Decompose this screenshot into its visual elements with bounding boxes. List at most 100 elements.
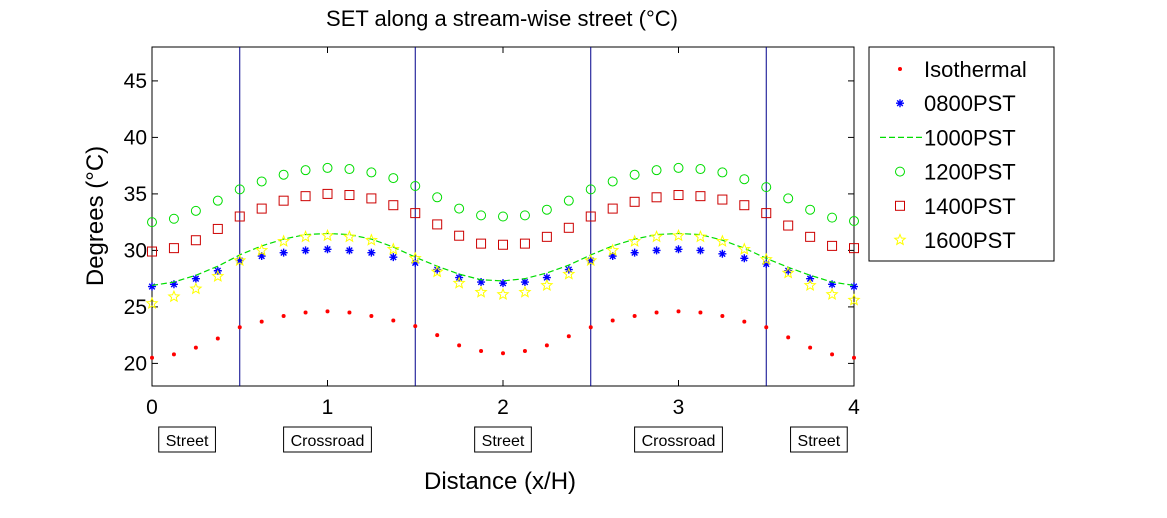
point-5-25 [693,229,707,243]
point-0-22 [632,313,637,318]
region-label-3: Crossroad [634,426,723,453]
point-5-11 [386,242,400,255]
point-0-29 [786,335,791,340]
x-tick-label-1: 1 [322,396,334,419]
point-5-3 [211,269,225,282]
series-4 [147,188,859,257]
region-labels: Street Crossroad Street Crossroad Street [158,426,848,453]
point-4-24 [673,190,684,201]
point-5-1 [167,289,181,303]
point-3-14 [454,203,465,214]
plot-area [151,46,855,387]
point-3-7 [300,165,311,176]
point-3-29 [783,193,794,204]
point-4-31 [827,240,838,251]
point-4-9 [344,190,355,201]
point-1-0 [148,282,156,291]
legend-label-5: 1600PST [924,228,1016,253]
point-0-9 [347,310,352,315]
y-tick-label-1: 25 [124,296,147,319]
point-0-20 [588,325,593,330]
legend-item-1: 0800PST [896,91,1016,116]
point-0-0 [150,355,154,360]
point-1-25 [696,246,705,255]
point-5-29 [781,266,795,279]
point-3-23 [651,165,662,176]
series-3 [147,162,859,228]
point-1-21 [608,252,617,261]
point-3-19 [563,195,574,206]
point-1-8 [323,245,332,254]
point-4-12 [410,208,421,219]
point-4-14 [454,230,465,241]
point-4-19 [563,222,574,233]
point-5-23 [650,229,664,243]
x-tick-label-2: 2 [497,396,509,419]
point-4-4 [234,211,245,222]
point-0-30 [808,345,813,350]
point-5-0 [145,296,159,310]
x-axis-label: Distance (x/H) [424,468,576,495]
point-3-4 [234,184,245,195]
point-0-2 [193,345,198,350]
point-5-18 [540,278,554,291]
point-0-21 [610,318,615,323]
legend-swatch-1 [896,99,904,108]
point-3-20 [585,184,596,195]
point-1-1 [169,280,178,289]
point-4-0 [147,246,157,257]
region-label-4: Street [790,426,848,453]
point-4-11 [388,200,399,211]
point-0-23 [654,310,659,315]
point-1-4 [235,256,244,265]
point-5-28 [759,252,773,265]
point-0-4 [237,325,242,330]
point-0-32 [852,355,856,360]
y-tick-label-0: 20 [124,352,147,375]
legend-swatch-4 [895,200,905,211]
point-4-13 [432,219,443,230]
point-4-1 [168,243,179,254]
point-0-7 [303,310,308,315]
point-5-6 [277,234,291,247]
point-4-6 [278,195,289,206]
point-3-26 [717,167,728,178]
point-0-8 [325,309,330,314]
region-label-text-2: Street [482,433,525,450]
point-5-12 [408,251,422,264]
point-0-19 [566,334,571,339]
point-3-30 [805,204,816,215]
point-3-5 [256,176,267,187]
legend-item-2: 1000PST [880,125,1016,150]
point-3-1 [168,213,179,224]
point-4-32 [849,243,859,254]
point-4-23 [651,192,662,203]
region-label-box-2 [474,426,532,453]
point-5-32 [847,293,861,306]
point-5-7 [299,229,313,243]
point-3-13 [432,192,443,203]
point-5-5 [255,243,269,256]
point-1-17 [520,278,529,287]
point-4-29 [783,220,794,231]
chart-title: SET along a stream-wise street (°C) [326,6,678,31]
legend-item-4: 1400PST [895,194,1016,219]
point-1-23 [652,246,661,255]
point-5-8 [320,228,335,242]
point-1-24 [674,245,683,254]
point-0-31 [830,352,835,357]
point-0-12 [413,324,418,329]
point-4-16 [498,239,508,250]
point-3-18 [541,204,552,215]
point-3-28 [761,182,772,193]
region-label-text-4: Street [798,433,841,450]
point-0-27 [742,319,747,324]
point-0-13 [435,333,440,338]
point-1-29 [784,266,793,275]
region-label-box-3 [634,426,723,453]
point-4-25 [695,191,706,202]
y-axis-label: Degrees (°C) [82,146,109,286]
region-label-box-4 [790,426,848,453]
region-label-2: Street [474,426,532,453]
